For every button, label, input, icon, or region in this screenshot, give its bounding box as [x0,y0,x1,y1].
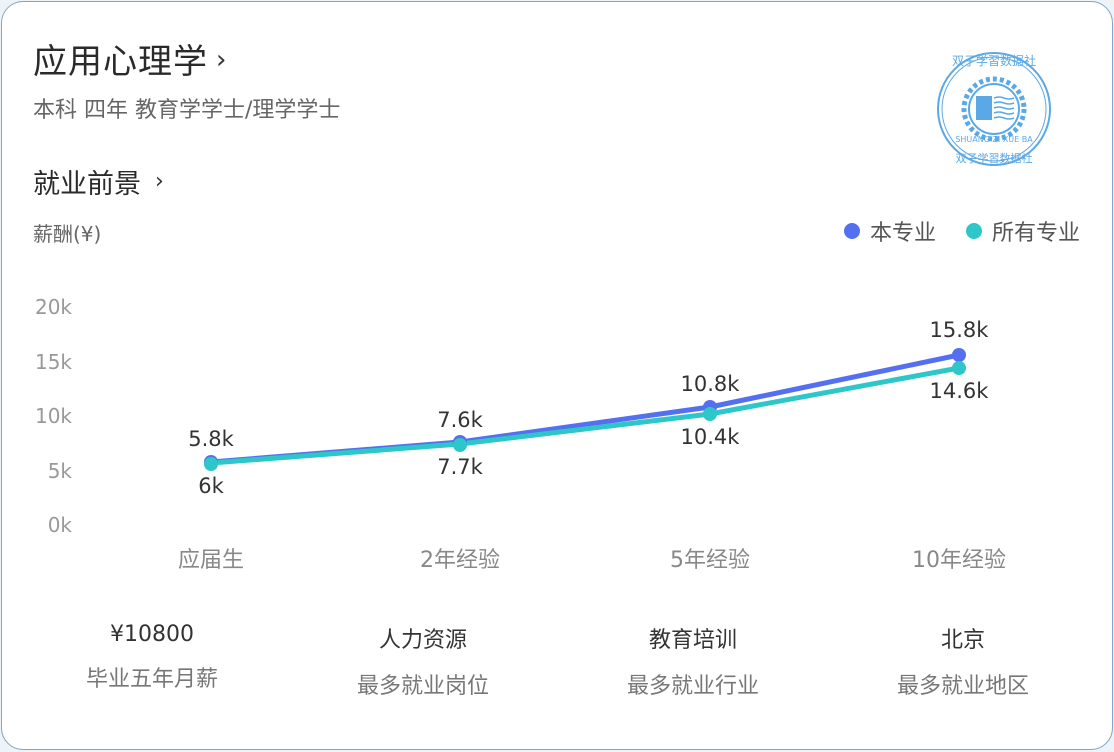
stat-label: 最多就业岗位 [356,674,489,699]
stat-label: 最多就业行业 [626,674,759,699]
employment-section-link[interactable]: 就业前景 › [33,162,164,201]
y-tick: 5k [48,459,73,483]
stat-label: 最多就业地区 [896,674,1029,699]
legend-dot-icon [965,223,982,239]
x-tick: 5年经验 [670,548,750,573]
data-label-all: 14.6k [930,379,990,403]
major-title: 应用心理学 [33,42,208,82]
major-subtitle: 本科 四年 教育学学士/理学学士 [33,98,341,123]
y-axis-title: 薪酬(¥) [33,222,102,246]
data-point[interactable] [204,457,218,471]
stat-industry: 教育培训 最多就业行业 [583,622,803,700]
stat-value: ¥10800 [110,622,194,647]
y-tick: 20k [35,295,72,319]
series-line-major [210,352,960,465]
legend-label: 本专业 [869,221,936,246]
data-label-major: 15.8k [930,318,990,342]
y-tick: 0k [48,513,73,537]
stat-value: 北京 [940,628,985,653]
data-label-all: 7.7k [437,455,483,479]
svg-text:SHUANG ZI XUE BA: SHUANG ZI XUE BA [955,135,1033,144]
data-label-major: 7.6k [437,408,483,432]
svg-text:双子学習数据社: 双子学習数据社 [952,53,1036,68]
stat-position: 人力资源 最多就业岗位 [313,622,533,700]
y-tick: 15k [35,350,72,374]
svg-text:双子学習数据社: 双子学習数据社 [956,151,1033,165]
stat-value: 人力资源 [378,628,467,653]
salary-line-chart: 0k 5k 10k 15k 20k 应届生 2年经验 5年经验 10年经验 [35,295,1006,573]
data-point[interactable] [952,348,966,362]
stat-salary: ¥10800 毕业五年月薪 [42,622,262,693]
major-title-link[interactable]: 应用心理学 › [33,34,226,83]
x-tick: 应届生 [178,548,244,573]
legend-item-all[interactable]: 所有专业 [965,215,1080,247]
x-tick: 2年经验 [420,548,500,573]
section-title: 就业前景 [33,169,141,200]
stat-label: 毕业五年月薪 [85,667,218,692]
legend-label: 所有专业 [991,221,1080,246]
stat-value: 教育培训 [648,628,737,653]
data-label-major: 5.8k [188,427,234,451]
watermark-seal-icon: 双子学習数据社 SHUANG ZI XUE BA 双子学習数据社 [937,52,1051,166]
series-line-all [210,365,960,466]
data-label-all: 6k [198,474,224,498]
data-point[interactable] [952,361,966,375]
legend-item-major[interactable]: 本专业 [843,215,936,247]
data-point[interactable] [453,438,467,452]
data-label-major: 10.8k [681,372,741,396]
data-label-all: 10.4k [681,425,741,449]
chevron-right-icon: › [216,44,227,75]
legend-dot-icon [843,223,860,239]
chevron-right-icon: › [155,169,164,194]
stat-region: 北京 最多就业地区 [853,622,1073,700]
y-tick: 10k [35,404,72,428]
data-point[interactable] [703,407,717,421]
x-tick: 10年经验 [912,548,1006,573]
chart-legend: 本专业 所有专业 [843,215,1080,247]
